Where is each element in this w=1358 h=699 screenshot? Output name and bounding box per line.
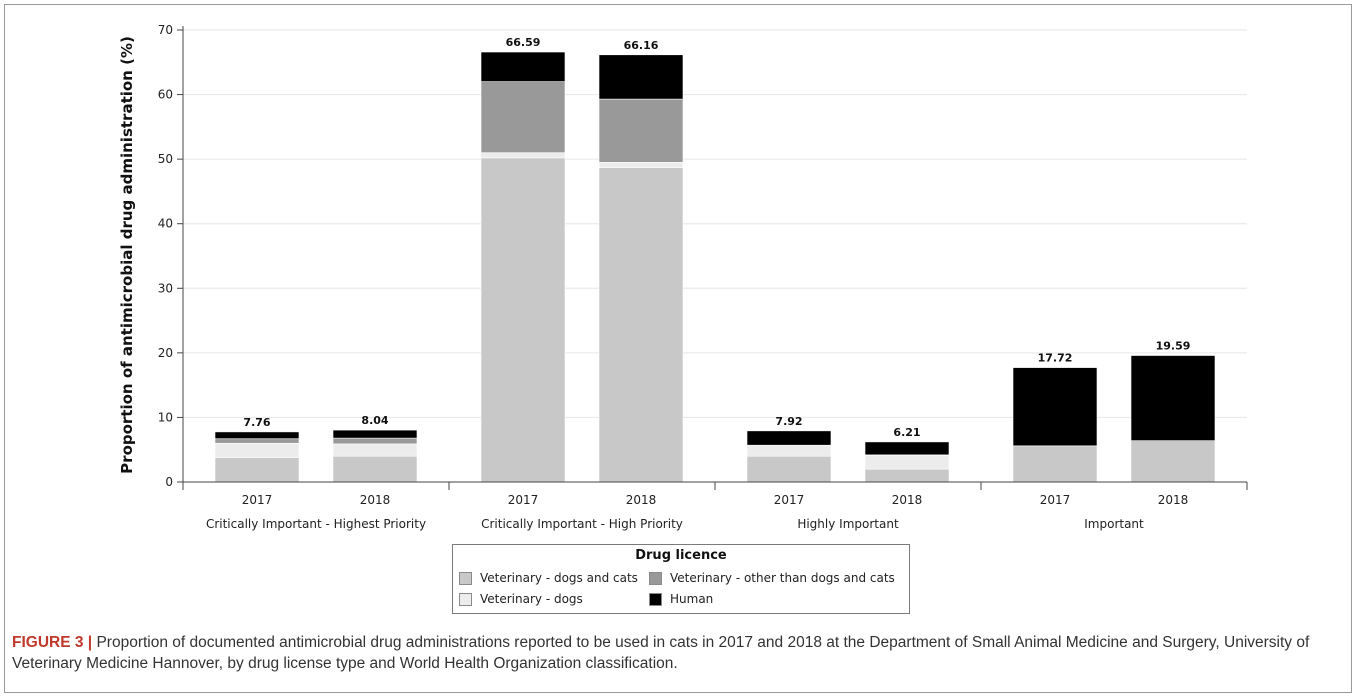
bar-segment	[332, 455, 418, 483]
bar-segment	[746, 455, 832, 483]
legend-label-human: Human	[670, 592, 714, 606]
bar-segment	[1130, 355, 1216, 441]
legend-item-human: Human	[649, 592, 713, 606]
legend-label-vet-other: Veterinary - other than dogs and cats	[670, 571, 895, 585]
y-tick-label: 0	[165, 475, 173, 489]
group-label: Highly Important	[797, 517, 899, 531]
bar-segment	[480, 81, 566, 153]
legend-label-vet-dogs: Veterinary - dogs	[480, 592, 583, 606]
legend-item-vet-dogs: Veterinary - dogs	[459, 592, 583, 606]
bar-segment	[214, 438, 300, 444]
x-tick-label: 2017	[774, 493, 805, 507]
legend-swatch-vet-dogs	[459, 592, 472, 606]
bar-segment	[214, 431, 300, 440]
bar-segment	[598, 98, 684, 163]
bar-total-label: 7.76	[243, 416, 270, 429]
x-tick-label: 2017	[242, 493, 273, 507]
bar-total-label: 66.59	[506, 36, 541, 49]
bar-total-label: 7.92	[775, 415, 802, 428]
bar-segment	[1012, 445, 1098, 483]
x-tick-label: 2017	[508, 493, 539, 507]
bar-segment	[1012, 367, 1098, 447]
legend-swatch-vet-other	[649, 571, 662, 585]
bar-segment	[480, 157, 566, 483]
y-tick-label: 30	[158, 281, 173, 295]
y-axis-title: Proportion of antimicrobial drug adminis…	[118, 36, 136, 474]
legend: Drug licence Veterinary - dogs and cats …	[452, 544, 910, 614]
bar-segment	[480, 152, 566, 159]
y-tick-label: 50	[158, 152, 173, 166]
bar-segment	[864, 468, 950, 483]
y-tick-label: 60	[158, 88, 173, 102]
group-label: Important	[1084, 517, 1144, 531]
bar-segment	[598, 162, 684, 168]
caption-figure-label: FIGURE 3 |	[12, 634, 93, 651]
figure-caption: FIGURE 3 | Proportion of documented anti…	[4, 632, 1352, 674]
labels: 0 10 20 30 40 50 60 70 Critically Important - Hi…	[158, 23, 1191, 531]
x-tick-label: 2018	[892, 493, 923, 507]
bar-segment	[1130, 440, 1216, 483]
bar-total-label: 8.04	[361, 414, 388, 427]
x-tick-label: 2018	[360, 493, 391, 507]
y-tick-label: 20	[158, 346, 173, 360]
bar-segment	[332, 429, 418, 439]
x-tick-label: 2017	[1040, 493, 1071, 507]
bar-segment	[332, 443, 418, 457]
bar-segment	[332, 437, 418, 445]
legend-title: Drug licence	[635, 548, 727, 563]
legend-swatch-vet-dogs-cats	[459, 571, 472, 585]
legend-swatch-human	[649, 592, 662, 606]
bar-segment	[480, 51, 566, 82]
bar-segment	[214, 457, 300, 483]
stacked-bar-chart: 0 10 20 30 40 50 60 70 Critically Important - Hi…	[118, 23, 1248, 531]
bar-segment	[598, 54, 684, 100]
gridlines	[183, 29, 1247, 418]
bar-segment	[214, 442, 300, 458]
caption-text: Proportion of documented antimicrobial d…	[12, 634, 1310, 672]
x-tick-label: 2018	[626, 493, 657, 507]
bar-segment	[598, 167, 684, 483]
axes	[177, 26, 1248, 490]
x-tick-label: 2018	[1158, 493, 1189, 507]
bar-segment	[864, 441, 950, 456]
bar-total-label: 6.21	[893, 426, 920, 439]
y-tick-label: 40	[158, 217, 173, 231]
group-label: Critically Important - Highest Priority	[206, 517, 426, 531]
y-tick-label: 10	[158, 410, 173, 424]
legend-label-vet-dogs-cats: Veterinary - dogs and cats	[480, 571, 638, 585]
legend-item-vet-dogs-cats: Veterinary - dogs and cats	[459, 571, 638, 585]
group-label: Critically Important - High Priority	[481, 517, 683, 531]
y-tick-label: 70	[158, 23, 173, 37]
legend-item-vet-other: Veterinary - other than dogs and cats	[649, 571, 895, 585]
bar-segment	[864, 455, 950, 470]
bar-total-label: 19.59	[1156, 340, 1191, 353]
bars	[214, 51, 1216, 483]
bar-segment	[746, 444, 832, 457]
bar-total-label: 66.16	[624, 39, 659, 52]
bar-segment	[746, 430, 832, 446]
bar-total-label: 17.72	[1038, 352, 1073, 365]
